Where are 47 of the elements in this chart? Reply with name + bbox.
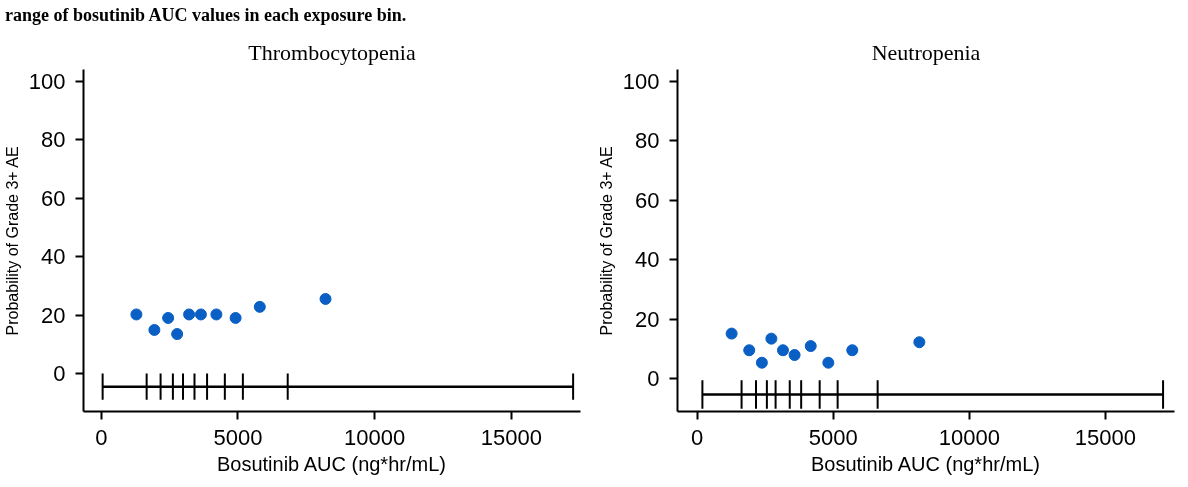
point [765,332,778,345]
point [743,344,756,357]
point [725,327,738,340]
point [804,340,817,353]
y-tick-label: 60 [41,185,66,211]
y-tick-label: 20 [635,306,660,332]
y-tick-label: 20 [41,302,66,328]
y-tick-label: 100 [622,68,660,94]
point [130,308,143,321]
chart-title: Thrombocytopenia [248,39,416,65]
point [162,311,175,324]
y-axis-title: Probability of Grade 3+ AE [3,146,21,336]
text: range of bosutinib AUC values in each exposure bin. [5,5,407,25]
point [183,308,196,321]
point [776,344,789,357]
y-tick-label: 40 [635,247,660,273]
y-tick-label: 60 [635,187,660,213]
point [253,300,266,313]
point [319,292,332,305]
y-tick-label: 80 [635,128,660,154]
y-tick-label: 0 [53,361,66,386]
point [171,328,184,341]
x-tick-label: 10000 [938,424,1000,450]
point [148,323,161,336]
x-tick-label: 0 [691,424,704,450]
y-tick-label: 80 [41,127,66,153]
x-tick-label: 10000 [344,424,406,450]
point [788,349,801,361]
point [194,308,207,321]
point [846,344,859,357]
x-axis-title: Bosutinib AUC (ng*hr/mL) [810,452,1040,475]
x-tick-label: 15000 [1074,424,1136,450]
y-tick-label: 100 [28,68,66,94]
y-axis-title: Probability of Grade 3+ AE [597,146,615,336]
x-tick-label: 5000 [213,424,263,450]
point [210,308,223,321]
point [755,356,768,369]
chart-title: Neutropenia [871,39,981,65]
x-axis-title: Bosutinib AUC (ng*hr/mL) [216,452,446,475]
point [822,356,835,369]
y-tick-label: 40 [41,244,66,270]
x-tick-label: 5000 [808,424,858,450]
x-tick-label: 15000 [480,424,542,450]
point [229,311,242,324]
x-tick-label: 0 [95,424,108,450]
point [913,336,926,349]
y-tick-label: 0 [647,366,660,392]
